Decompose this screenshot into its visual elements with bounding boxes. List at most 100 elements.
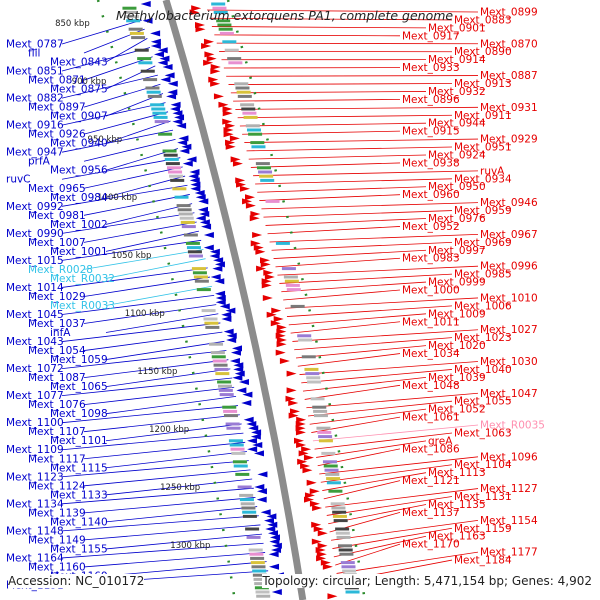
- gene-label-right: Mext_0883: [454, 14, 512, 26]
- forward-gene-arrow: [309, 488, 320, 495]
- forward-gene-arrow: [222, 106, 233, 112]
- cog-stripe: [283, 275, 298, 279]
- gene-label-left: Mext_R0028: [28, 264, 93, 276]
- gene-label-right: Mext_0915: [402, 126, 460, 138]
- label-connector: [230, 91, 427, 94]
- reverse-gene-arrow: [254, 484, 265, 490]
- reverse-gene-arrow: [160, 76, 171, 83]
- label-connector: [61, 460, 249, 478]
- reverse-gene-arrow: [250, 433, 261, 440]
- kbp-tick-label: 1200 kbp: [149, 425, 189, 435]
- gene-label-left: Mext_0965: [28, 183, 86, 195]
- label-connector: [267, 226, 401, 235]
- label-connector: [61, 295, 215, 315]
- forward-gene-arrow: [266, 311, 277, 318]
- gene-label-left: Mext_0947: [6, 147, 64, 159]
- label-connector: [105, 395, 237, 415]
- label-connector: [61, 102, 166, 126]
- cog-stripe: [228, 61, 243, 65]
- cog-stripe: [163, 153, 178, 157]
- cog-stripe: [259, 174, 274, 178]
- reverse-gene-arrow: [242, 391, 253, 398]
- forward-gene-arrow: [302, 467, 313, 474]
- forward-gene-arrow: [235, 177, 246, 184]
- gene-label-right: Mext_1030: [480, 356, 538, 368]
- label-connector: [105, 285, 213, 306]
- cog-stripe: [339, 552, 354, 556]
- reverse-gene-arrow: [197, 206, 208, 213]
- cog-stripe: [340, 561, 355, 565]
- label-connector: [105, 533, 263, 550]
- cog-stripe: [217, 23, 232, 27]
- cog-stripe: [332, 514, 347, 518]
- gene-label-left: Mext_0907: [50, 111, 108, 123]
- cog-stripe: [245, 124, 260, 128]
- cog-stripe: [180, 220, 195, 224]
- gene-label-right: Mext_0983: [402, 253, 460, 265]
- cog-stripe: [250, 556, 265, 560]
- cog-stripe: [250, 561, 265, 565]
- label-connector: [211, 26, 427, 29]
- gene-label-right: Mext_0870: [480, 38, 538, 50]
- cog-stripe: [312, 405, 327, 409]
- gene-label-right: Mext_1000: [402, 285, 460, 297]
- cog-stripe: [251, 565, 266, 569]
- gene-label-left: prfA: [28, 156, 51, 168]
- forward-gene-arrow: [279, 358, 290, 364]
- forward-gene-arrow: [218, 101, 229, 108]
- cog-stripe: [240, 103, 255, 107]
- reverse-gene-arrow: [157, 59, 168, 66]
- reverse-gene-arrow: [263, 517, 274, 524]
- gene-label-right: Mext_1184: [454, 555, 512, 567]
- cog-stripe: [178, 212, 193, 216]
- gene-label-left: flil: [28, 48, 40, 60]
- forward-gene-arrow: [253, 244, 264, 251]
- reverse-gene-arrow: [248, 425, 259, 432]
- label-connector: [320, 464, 453, 483]
- gene-label-right: Mext_0950: [428, 181, 486, 193]
- cog-stripe: [140, 69, 155, 73]
- gene-label-right: Mext_1154: [480, 515, 538, 527]
- reverse-gene-arrow: [214, 278, 225, 285]
- cog-stripe: [223, 409, 238, 413]
- label-connector: [255, 178, 453, 185]
- cog-stripe: [146, 90, 161, 94]
- reverse-gene-arrow: [243, 416, 254, 423]
- kbp-tick-label: 850 kbp: [55, 19, 90, 29]
- cog-stripe: [131, 36, 146, 40]
- cog-stripe: [227, 57, 242, 61]
- cog-stripe: [253, 577, 268, 581]
- label-connector: [331, 519, 479, 541]
- cog-stripe: [237, 485, 252, 489]
- reverse-gene-arrow: [233, 362, 244, 369]
- forward-gene-arrow: [316, 555, 327, 562]
- forward-gene-arrow: [327, 593, 338, 600]
- cog-stripe: [205, 325, 220, 329]
- gene-label-left: Mext_1072: [6, 363, 64, 375]
- label-connector: [292, 329, 479, 342]
- cog-stripe: [281, 267, 296, 271]
- gene-label-right: Mext_1086: [402, 443, 460, 455]
- reverse-gene-arrow: [142, 17, 153, 24]
- label-connector: [83, 249, 204, 270]
- gene-label-left: Mext_0992: [6, 201, 64, 213]
- kbp-tick-label: 900 kbp: [72, 77, 107, 87]
- label-connector: [290, 321, 401, 334]
- gene-label-right: Mext_1061: [402, 412, 460, 424]
- cog-stripe: [219, 393, 234, 397]
- gene-label-right: Mext_1121: [402, 475, 460, 487]
- gene-label-left: Mext_1014: [6, 282, 64, 294]
- cog-stripe: [134, 48, 149, 52]
- forward-gene-arrow: [250, 240, 261, 247]
- reverse-gene-arrow: [221, 316, 232, 322]
- cog-stripe: [165, 162, 180, 166]
- gene-label-left: Mext_1076: [28, 399, 86, 411]
- gene-label-left: Mext_0882: [6, 93, 64, 105]
- cog-stripe: [222, 40, 237, 44]
- reverse-gene-arrow: [203, 244, 214, 251]
- cog-stripe: [250, 141, 265, 145]
- cog-stripe: [211, 355, 226, 359]
- reverse-gene-arrow: [150, 43, 161, 49]
- cog-stripe: [212, 359, 227, 363]
